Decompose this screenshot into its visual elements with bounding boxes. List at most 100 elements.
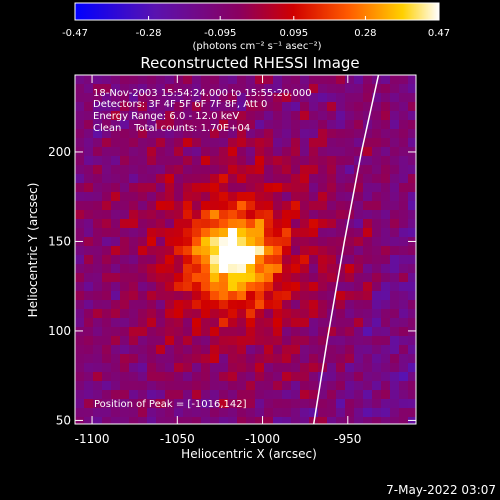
- heatmap-cell: [399, 93, 409, 103]
- heatmap-cell: [390, 381, 400, 391]
- heatmap-cell: [201, 282, 211, 292]
- heatmap-cell: [390, 363, 400, 373]
- heatmap-cell: [327, 165, 337, 175]
- colorbar-tick-label: 0.47: [428, 28, 450, 39]
- heatmap-cell: [273, 381, 283, 391]
- heatmap-cell: [102, 309, 112, 319]
- heatmap-cell: [111, 399, 121, 409]
- heatmap-cell: [345, 183, 355, 193]
- heatmap-cell: [183, 282, 193, 292]
- heatmap-cell: [165, 381, 175, 391]
- heatmap-cell: [165, 183, 175, 193]
- heatmap-cell: [336, 327, 346, 337]
- heatmap-cell: [372, 147, 382, 157]
- heatmap-cell: [219, 111, 229, 121]
- heatmap-cell: [381, 183, 391, 193]
- heatmap-cell: [246, 309, 256, 319]
- heatmap-cell: [390, 75, 400, 85]
- heatmap-cell: [84, 345, 94, 355]
- heatmap-cell: [408, 93, 416, 103]
- heatmap-cell: [237, 219, 247, 229]
- heatmap-cell: [210, 363, 220, 373]
- heatmap-cell: [363, 75, 373, 85]
- heatmap-cell: [138, 291, 148, 301]
- heatmap-cell: [129, 255, 139, 265]
- heatmap-cell: [300, 75, 310, 85]
- heatmap-cell: [318, 156, 328, 166]
- heatmap-cell: [165, 111, 175, 121]
- heatmap-cell: [102, 255, 112, 265]
- heatmap-cell: [381, 102, 391, 112]
- heatmap-cell: [183, 147, 193, 157]
- heatmap-cell: [354, 210, 364, 220]
- heatmap-cell: [183, 363, 193, 373]
- heatmap-cell: [363, 174, 373, 184]
- heatmap-cell: [309, 390, 319, 400]
- heatmap-cell: [273, 318, 283, 328]
- heatmap-cell: [138, 282, 148, 292]
- heatmap-cell: [273, 210, 283, 220]
- heatmap-cell: [129, 381, 139, 391]
- heatmap-cell: [309, 282, 319, 292]
- heatmap-cell: [300, 84, 310, 94]
- heatmap-cell: [309, 93, 319, 103]
- heatmap-cell: [102, 372, 112, 382]
- heatmap-cell: [120, 300, 130, 310]
- heatmap-cell: [336, 246, 346, 256]
- heatmap-cell: [129, 273, 139, 283]
- heatmap-cell: [408, 273, 416, 283]
- heatmap-cell: [318, 345, 328, 355]
- heatmap-cell: [309, 156, 319, 166]
- heatmap-cell: [183, 381, 193, 391]
- heatmap-cell: [399, 408, 409, 418]
- heatmap-cell: [201, 219, 211, 229]
- heatmap-cell: [246, 273, 256, 283]
- heatmap-cell: [255, 192, 265, 202]
- heatmap-cell: [129, 201, 139, 211]
- heatmap-cell: [156, 147, 166, 157]
- heatmap-cell: [165, 345, 175, 355]
- heatmap-cell: [210, 273, 220, 283]
- heatmap-cell: [372, 219, 382, 229]
- heatmap-cell: [111, 390, 121, 400]
- heatmap-cell: [300, 390, 310, 400]
- heatmap-cell: [345, 291, 355, 301]
- heatmap-cell: [138, 264, 148, 274]
- heatmap-cell: [255, 282, 265, 292]
- heatmap-cell: [120, 156, 130, 166]
- heatmap-cell: [210, 390, 220, 400]
- heatmap-cell: [183, 129, 193, 139]
- heatmap-cell: [201, 165, 211, 175]
- heatmap-cell: [345, 282, 355, 292]
- heatmap-cell: [381, 192, 391, 202]
- heatmap-cell: [336, 390, 346, 400]
- heatmap-cell: [372, 102, 382, 112]
- heatmap-cell: [354, 120, 364, 130]
- heatmap-cell: [228, 345, 238, 355]
- heatmap-cell: [399, 165, 409, 175]
- heatmap-cell: [282, 300, 292, 310]
- heatmap-cell: [381, 345, 391, 355]
- heatmap-cell: [111, 372, 121, 382]
- heatmap-cell: [354, 201, 364, 211]
- heatmap-cell: [228, 156, 238, 166]
- heatmap-cell: [300, 318, 310, 328]
- heatmap-cell: [345, 318, 355, 328]
- heatmap-cell: [255, 300, 265, 310]
- heatmap-cell: [138, 138, 148, 148]
- heatmap-cell: [282, 210, 292, 220]
- heatmap-cell: [327, 93, 337, 103]
- heatmap-cell: [237, 156, 247, 166]
- heatmap-cell: [363, 165, 373, 175]
- heatmap-cell: [102, 120, 112, 130]
- heatmap-cell: [327, 291, 337, 301]
- heatmap-cell: [318, 147, 328, 157]
- heatmap-cell: [165, 192, 175, 202]
- heatmap-cell: [282, 318, 292, 328]
- heatmap-cell: [219, 210, 229, 220]
- heatmap-cell: [219, 138, 229, 148]
- heatmap-cell: [120, 246, 130, 256]
- heatmap-cell: [318, 228, 328, 238]
- heatmap-cell: [201, 291, 211, 301]
- heatmap-cell: [183, 210, 193, 220]
